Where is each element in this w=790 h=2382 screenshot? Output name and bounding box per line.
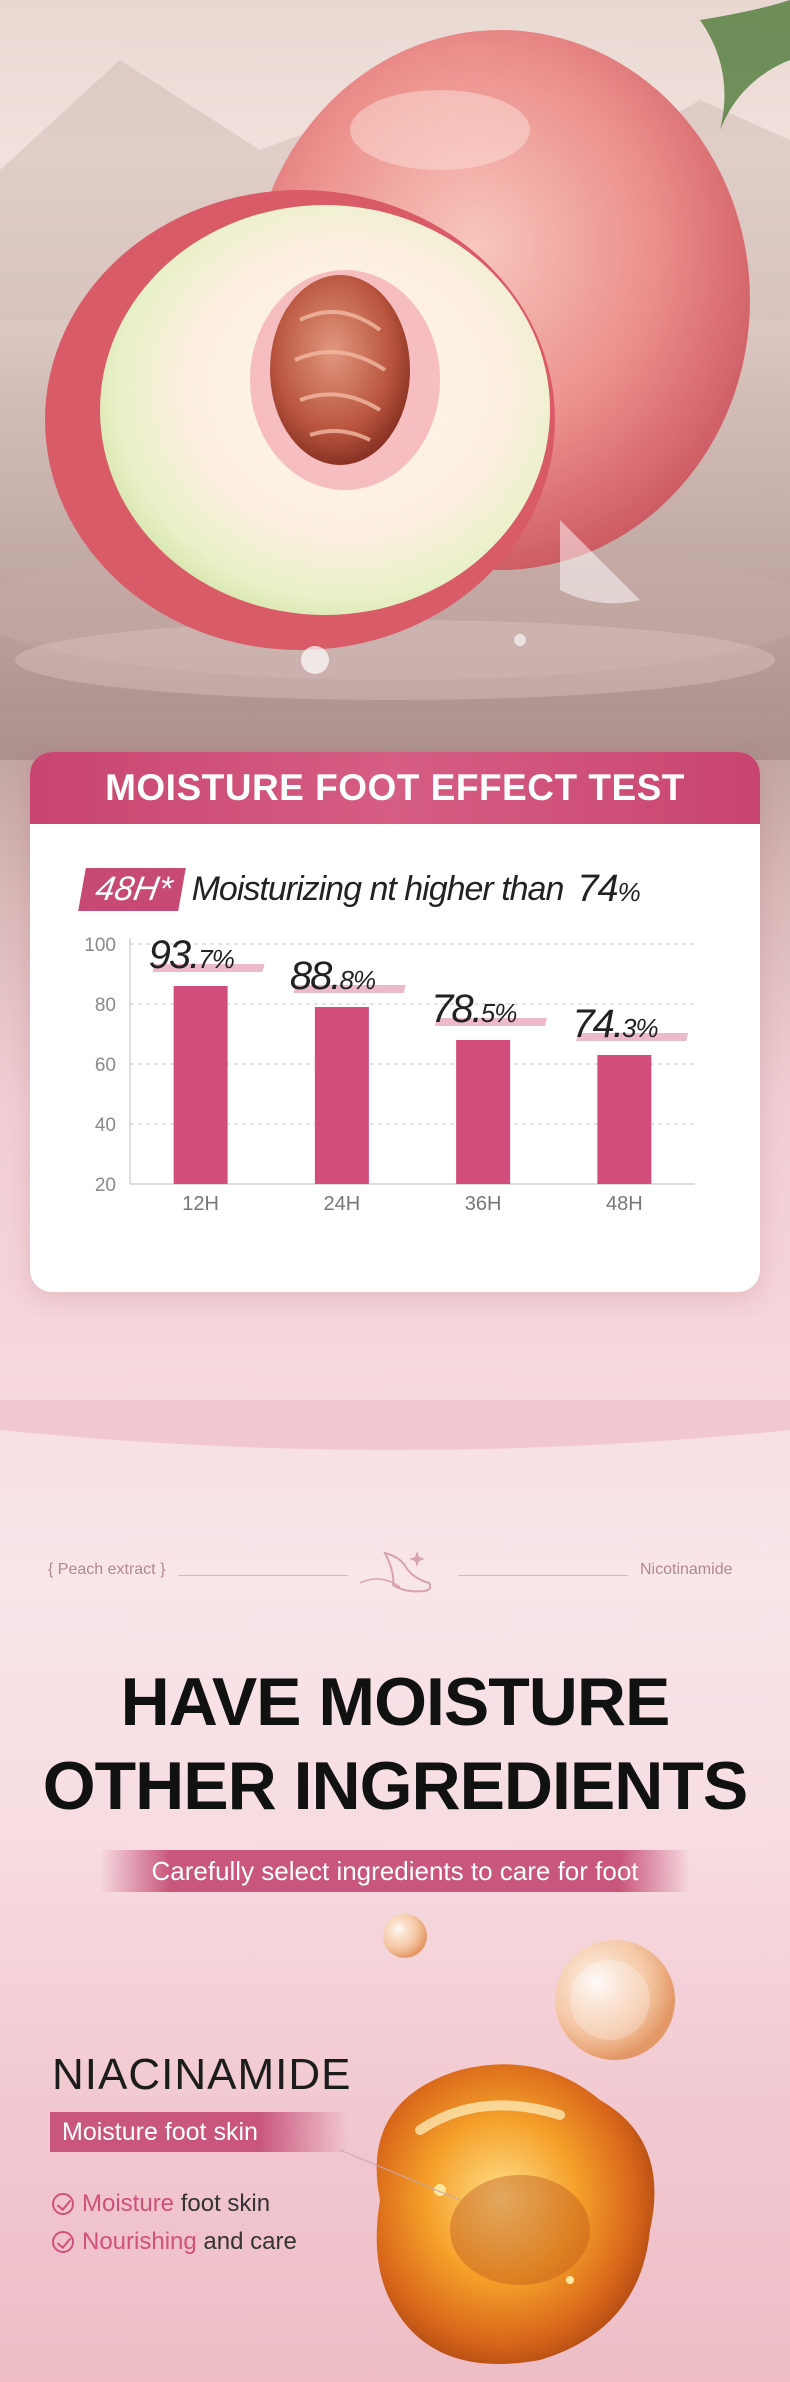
benefit-highlight: Moisture — [82, 2190, 175, 2217]
chart-subtitle: 48H* Moisturizing nt higher than 74% — [78, 866, 641, 912]
value-highlight — [152, 964, 265, 972]
ingredients-section: { Peach extract } Nicotinamide HAVE MOIS… — [0, 1400, 790, 2382]
ingredient-tag-row: { Peach extract } Nicotinamide — [0, 1551, 790, 1595]
hero-section: MOISTURE FOOT EFFECT TEST 48H* Moisturiz… — [0, 0, 790, 1400]
x-tick-label: 48H — [606, 1193, 643, 1215]
value-highlight — [576, 1033, 689, 1041]
bar-value-label: 88.8% — [290, 954, 375, 998]
niacinamide-badge: Moisture foot skin — [50, 2112, 348, 2152]
section-subtitle-pill: Carefully select ingredients to care for… — [100, 1850, 690, 1892]
bar — [173, 986, 228, 1184]
benefit-highlight: Nourishing — [82, 2228, 197, 2255]
honey-drop-illustration — [340, 1914, 675, 2364]
section-wave — [0, 1400, 790, 1450]
bar-value-label: 93.7% — [149, 933, 234, 977]
y-tick-label: 80 — [95, 995, 116, 1016]
x-tick-label: 36H — [465, 1193, 502, 1215]
title-line-2: OTHER INGREDIENTS — [42, 1748, 749, 1824]
bar — [597, 1055, 652, 1184]
bar — [314, 1007, 369, 1184]
subtitle-unit: % — [617, 876, 641, 907]
subtitle-number: 74 — [577, 867, 618, 910]
title-line-1: HAVE MOISTURE — [120, 1664, 671, 1740]
bar — [456, 1040, 511, 1184]
divider — [458, 1575, 628, 1576]
value-highlight — [434, 1018, 548, 1026]
value-highlight — [293, 985, 406, 993]
peach-illustration — [0, 0, 790, 760]
benefit-item: Nourishing and care — [52, 2228, 297, 2256]
x-tick-label: 12H — [182, 1193, 219, 1215]
y-tick-label: 60 — [95, 1055, 116, 1076]
benefit-text: and care — [196, 2228, 297, 2255]
tag-peach-extract: { Peach extract } — [48, 1561, 166, 1578]
tag-nicotinamide: Nicotinamide — [640, 1561, 733, 1578]
benefit-text: foot skin — [174, 2190, 271, 2217]
bar-value-label: 74.3% — [572, 1002, 657, 1046]
niacinamide-title: NIACINAMIDE — [52, 2050, 352, 2099]
bar-value-label: 78.5% — [431, 987, 516, 1031]
check-circle-icon — [52, 2231, 74, 2253]
subtitle-text: Moisturizing nt higher than — [191, 869, 565, 908]
y-tick-label: 20 — [95, 1175, 116, 1196]
y-tick-label: 100 — [84, 935, 116, 956]
moisture-chart-card: MOISTURE FOOT EFFECT TEST 48H* Moisturiz… — [30, 752, 760, 1292]
chart-title: MOISTURE FOOT EFFECT TEST — [30, 752, 760, 824]
x-tick-label: 24H — [324, 1193, 361, 1215]
subtitle-value: 74% — [577, 867, 641, 911]
check-circle-icon — [52, 2193, 74, 2215]
y-tick-label: 40 — [95, 1115, 116, 1136]
duration-badge: 48H* — [78, 867, 186, 911]
divider — [178, 1575, 348, 1576]
foot-line-icon — [359, 1551, 432, 1593]
section-title: HAVE MOISTURE OTHER INGREDIENTS — [0, 1660, 790, 1828]
bar-chart: 100 80 60 40 20 93.7% 12H 88.8% 24H 78.5% 36H 74.3%… — [84, 933, 695, 1215]
benefit-item: Moisture foot skin — [52, 2190, 270, 2218]
